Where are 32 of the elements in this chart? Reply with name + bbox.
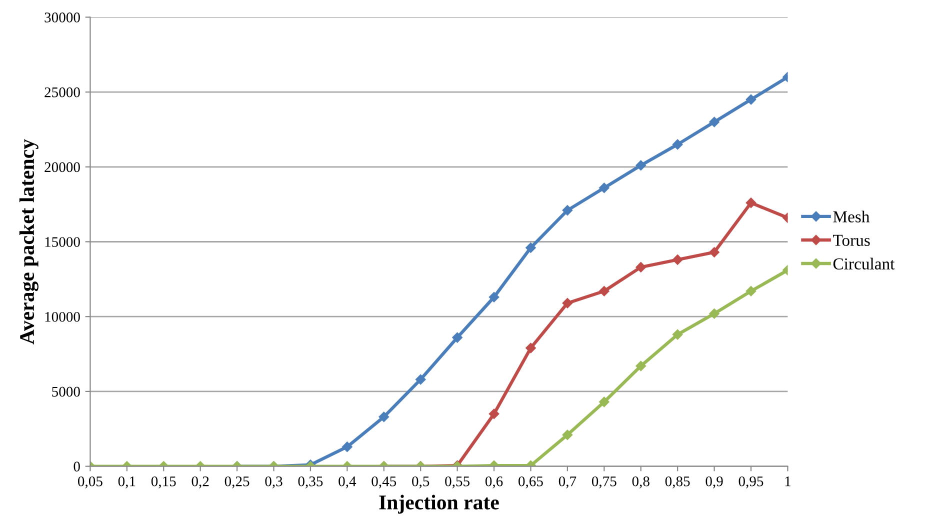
x-tick-label: 0,5 <box>412 476 430 488</box>
x-tick-label: 0,4 <box>338 476 356 488</box>
x-tick-label: 0,3 <box>265 476 282 488</box>
x-tick-label: 0,65 <box>518 476 543 488</box>
y-tick-label: 30000 <box>44 12 80 22</box>
y-tick-label: 10000 <box>45 312 80 322</box>
x-axis-title: Injection rate <box>379 494 499 514</box>
x-tick-label: 0,75 <box>592 476 616 488</box>
y-tick-label: 0 <box>74 462 80 472</box>
x-tick-label: 0,2 <box>192 476 209 488</box>
y-tick-label: 5000 <box>52 386 80 397</box>
y-tick-label: 25000 <box>44 87 80 98</box>
x-tick-label: 0,1 <box>118 476 136 488</box>
x-tick-label: 1 <box>785 476 790 486</box>
x-tick-label: 0,8 <box>632 476 650 488</box>
legend-label: Circulant <box>833 258 895 270</box>
y-tick-label: 20000 <box>44 162 80 172</box>
x-tick-label: 0,05 <box>78 476 102 488</box>
legend-label: Mesh <box>833 210 870 222</box>
x-tick-label: 0,6 <box>485 476 503 488</box>
x-tick-label: 0,15 <box>151 476 176 488</box>
x-tick-label: 0,35 <box>298 476 323 488</box>
y-axis-title: Average packet latency <box>19 139 38 344</box>
x-tick-label: 0,9 <box>706 476 723 488</box>
x-tick-label: 0,7 <box>558 476 576 488</box>
x-tick-label: 0,85 <box>665 476 690 488</box>
y-tick-label: 15000 <box>45 237 80 247</box>
legend-label: Torus <box>833 234 870 246</box>
x-tick-label: 0,25 <box>224 476 250 488</box>
x-tick-label: 0,55 <box>445 476 470 488</box>
x-tick-label: 0,95 <box>738 476 764 488</box>
x-tick-label: 0,45 <box>372 476 396 488</box>
